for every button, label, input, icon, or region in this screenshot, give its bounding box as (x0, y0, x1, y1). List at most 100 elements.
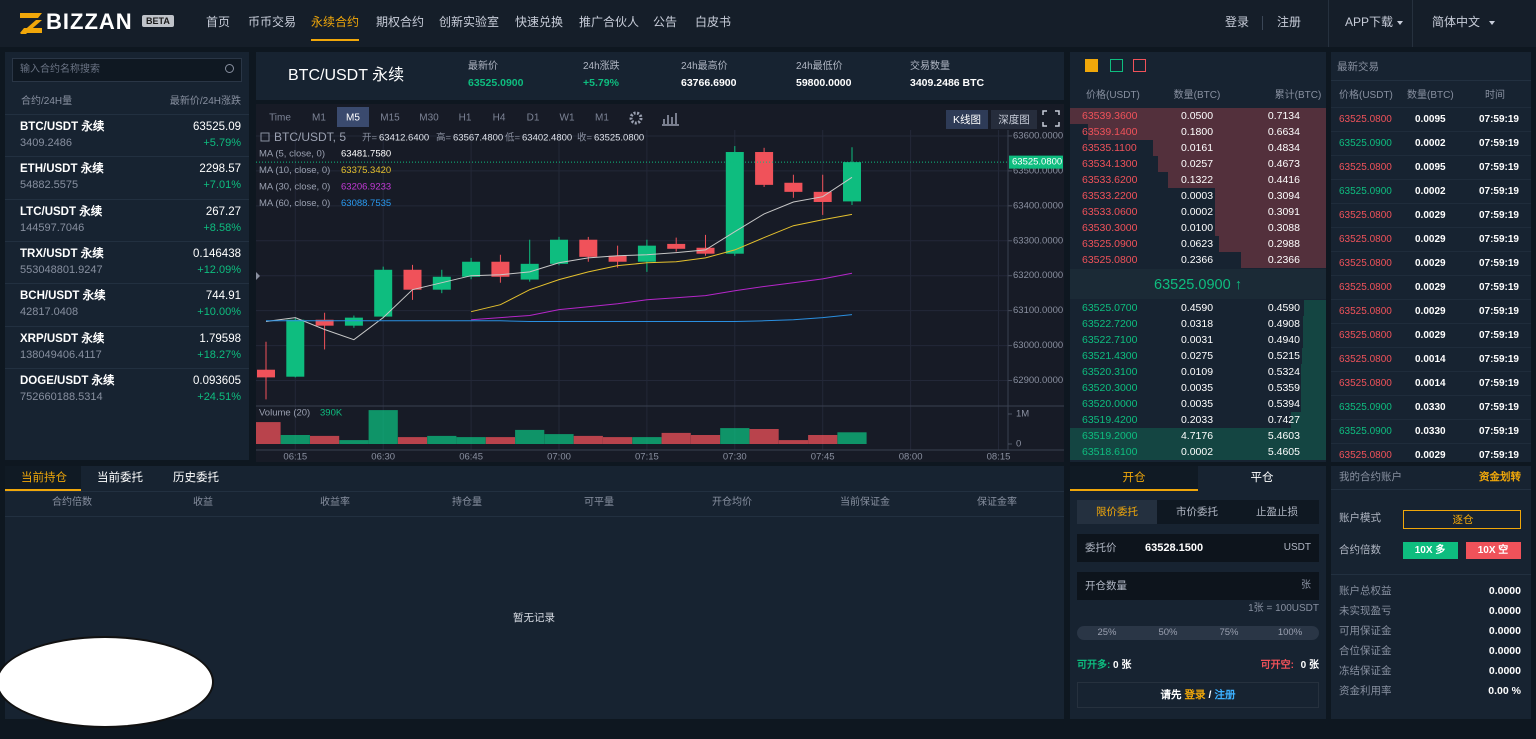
position-tab[interactable]: 当前委托 (97, 472, 143, 484)
y-tick-label: 63000.0000 (1013, 340, 1063, 351)
login-link[interactable]: 登录 (1184, 689, 1206, 701)
kline-button[interactable]: K线图 (953, 113, 981, 126)
market-row[interactable]: TRX/USDT 永续 553048801.9247 0.146438 +12.09% (5, 240, 249, 284)
interval-tab[interactable]: W1 (560, 113, 575, 124)
register-link[interactable]: 注册 (1214, 689, 1236, 701)
market-row[interactable]: ETH/USDT 永续 54882.5575 2298.57 +7.01% (5, 156, 249, 199)
bids-row[interactable]: 63518.6100 0.0002 5.4605 (1070, 444, 1326, 460)
volume-bar (427, 435, 457, 444)
bids-row[interactable]: 63519.4200 0.2033 0.7427 (1070, 412, 1326, 428)
form-tab[interactable]: 开仓 (1122, 472, 1146, 484)
asks-row[interactable]: 63535.1100 0.0161 0.4834 (1070, 140, 1326, 156)
transfer-link[interactable]: 资金划转 (1479, 471, 1521, 483)
divider (1331, 80, 1531, 81)
position-tab[interactable]: 历史委托 (173, 472, 219, 484)
nav-item[interactable]: 永续合约 (311, 15, 360, 29)
asks-row[interactable]: 63539.1400 0.1800 0.6634 (1070, 124, 1326, 140)
view-toggle[interactable] (1110, 59, 1123, 72)
interval-tab[interactable]: Time (269, 113, 291, 124)
contract-change: +12.09% (197, 263, 241, 276)
mode-button[interactable]: 逐仓 (1403, 510, 1521, 529)
app-download[interactable]: APP下载 (1345, 15, 1394, 29)
market-row[interactable]: DOGE/USDT 永续 752660188.5314 0.093605 +24.51… (5, 367, 249, 411)
asks-row[interactable]: 63533.6200 0.1322 0.4416 (1070, 172, 1326, 188)
short-leverage-button[interactable]: 10X 空 (1466, 542, 1521, 559)
kline-button-bg[interactable] (946, 110, 988, 129)
form-tab[interactable]: 平仓 (1250, 472, 1274, 484)
asks-row[interactable]: 63533.2200 0.0003 0.3094 (1070, 188, 1326, 204)
asks-row[interactable]: 63525.0900 0.0623 0.2988 (1070, 236, 1326, 252)
settings-icon[interactable] (629, 111, 643, 125)
nav-item[interactable]: 首页 (206, 15, 231, 29)
account-value: 0.0000 (1488, 665, 1521, 677)
interval-tab[interactable]: M30 (419, 113, 439, 124)
market-row[interactable]: BCH/USDT 永续 42817.0408 744.91 +10.00% (5, 283, 249, 326)
percent-option[interactable]: 25% (1097, 627, 1117, 638)
percent-option[interactable]: 100% (1277, 627, 1303, 638)
order-type-tab[interactable]: 限价委托 (1096, 506, 1138, 518)
asks-row[interactable]: 63530.3000 0.0100 0.3088 (1070, 220, 1326, 236)
fullscreen-icon[interactable] (1042, 110, 1060, 127)
bids-row[interactable]: 63522.7100 0.0031 0.4940 (1070, 332, 1326, 348)
interval-tab[interactable]: M1 (312, 113, 326, 124)
percent-slider[interactable]: 25% 50% 75% 100% (1077, 626, 1319, 640)
bids-row[interactable]: 63520.3100 0.0109 0.5324 (1070, 364, 1326, 380)
bids-row[interactable]: 63519.2000 4.7176 5.4603 (1070, 428, 1326, 444)
long-leverage-button[interactable]: 10X 多 (1403, 542, 1458, 559)
position-tab[interactable]: 当前持仓 (21, 472, 67, 484)
nav-item[interactable]: 快速兑换 (515, 15, 564, 29)
nav-item[interactable]: 推广合伙人 (579, 15, 640, 29)
contract-volume: 138049406.4117 (20, 348, 102, 361)
view-toggle[interactable] (1085, 59, 1098, 72)
asks-row[interactable]: 63533.0600 0.0002 0.3091 (1070, 204, 1326, 220)
market-row[interactable]: LTC/USDT 永续 144597.7046 267.27 +8.58% (5, 198, 249, 242)
interval-tab[interactable]: M15 (380, 113, 400, 124)
nav-item[interactable]: 白皮书 (695, 15, 732, 29)
view-toggle[interactable] (1133, 59, 1146, 72)
interval-tab[interactable]: M5 (346, 113, 360, 124)
indicator-icon[interactable] (662, 113, 679, 126)
market-row[interactable]: XRP/USDT 永续 138049406.4117 1.79598 +18.27% (5, 325, 249, 369)
search-box[interactable]: 输入合约名称搜索 (12, 58, 242, 82)
percent-option[interactable]: 50% (1158, 627, 1178, 638)
register-link[interactable]: 注册 (1277, 15, 1302, 29)
volume-bar (778, 440, 808, 444)
nav-item[interactable]: 公告 (653, 15, 678, 29)
asks-row[interactable]: 63534.1300 0.0257 0.4673 (1070, 156, 1326, 172)
depth-button-bg[interactable] (991, 110, 1037, 129)
asks-row[interactable]: 63525.0800 0.2366 0.2366 (1070, 252, 1326, 268)
order-total: 0.3088 (1267, 222, 1300, 234)
interval-tab[interactable]: H4 (493, 113, 506, 124)
interval-tab[interactable]: M1 (595, 113, 609, 124)
bids-row[interactable]: 63525.0700 0.4590 0.4590 (1070, 300, 1326, 316)
interval-tab[interactable]: H1 (459, 113, 472, 124)
bids-row[interactable]: 63522.7200 0.0318 0.4908 (1070, 316, 1326, 332)
price-input[interactable]: 委托价 63528.1500 USDT (1077, 534, 1319, 562)
language-select[interactable]: 简体中文 (1432, 15, 1481, 29)
bids-row[interactable]: 63521.4300 0.0275 0.5215 (1070, 348, 1326, 364)
order-type-tab[interactable]: 止盈止损 (1256, 506, 1298, 518)
account-label: 合位保证金 (1339, 645, 1392, 657)
bids-row[interactable]: 63520.3000 0.0035 0.5359 (1070, 380, 1326, 396)
nav-item[interactable]: 创新实验室 (439, 15, 500, 29)
order-total: 0.5394 (1267, 398, 1300, 410)
candle-body (344, 317, 363, 326)
interval-tab[interactable]: D1 (527, 113, 540, 124)
asks-row[interactable]: 63539.3600 0.0500 0.7134 (1070, 108, 1326, 124)
order-amount: 0.0035 (1180, 398, 1214, 410)
login-link[interactable]: 登录 (1225, 15, 1250, 29)
account-value: 0.0000 (1488, 625, 1521, 637)
nav-item[interactable]: 期权合约 (376, 15, 425, 29)
bids-row[interactable]: 63520.0000 0.0035 0.5394 (1070, 396, 1326, 412)
order-price: 63533.2200 (1082, 190, 1138, 202)
percent-option[interactable]: 75% (1219, 627, 1239, 638)
order-amount: 0.0002 (1180, 446, 1214, 458)
volume-bar (632, 437, 662, 444)
order-type-tab[interactable]: 市价委托 (1176, 506, 1218, 518)
nav-item[interactable]: 币币交易 (248, 15, 297, 29)
logo-text[interactable]: BIZZAN (46, 9, 133, 34)
market-row[interactable]: BTC/USDT 永续 3409.2486 63525.09 +5.79% (5, 114, 249, 157)
depth-button[interactable]: 深度图 (998, 113, 1030, 126)
order-total: 0.2366 (1267, 254, 1300, 266)
amount-input[interactable]: 开仓数量 张 (1077, 572, 1319, 600)
